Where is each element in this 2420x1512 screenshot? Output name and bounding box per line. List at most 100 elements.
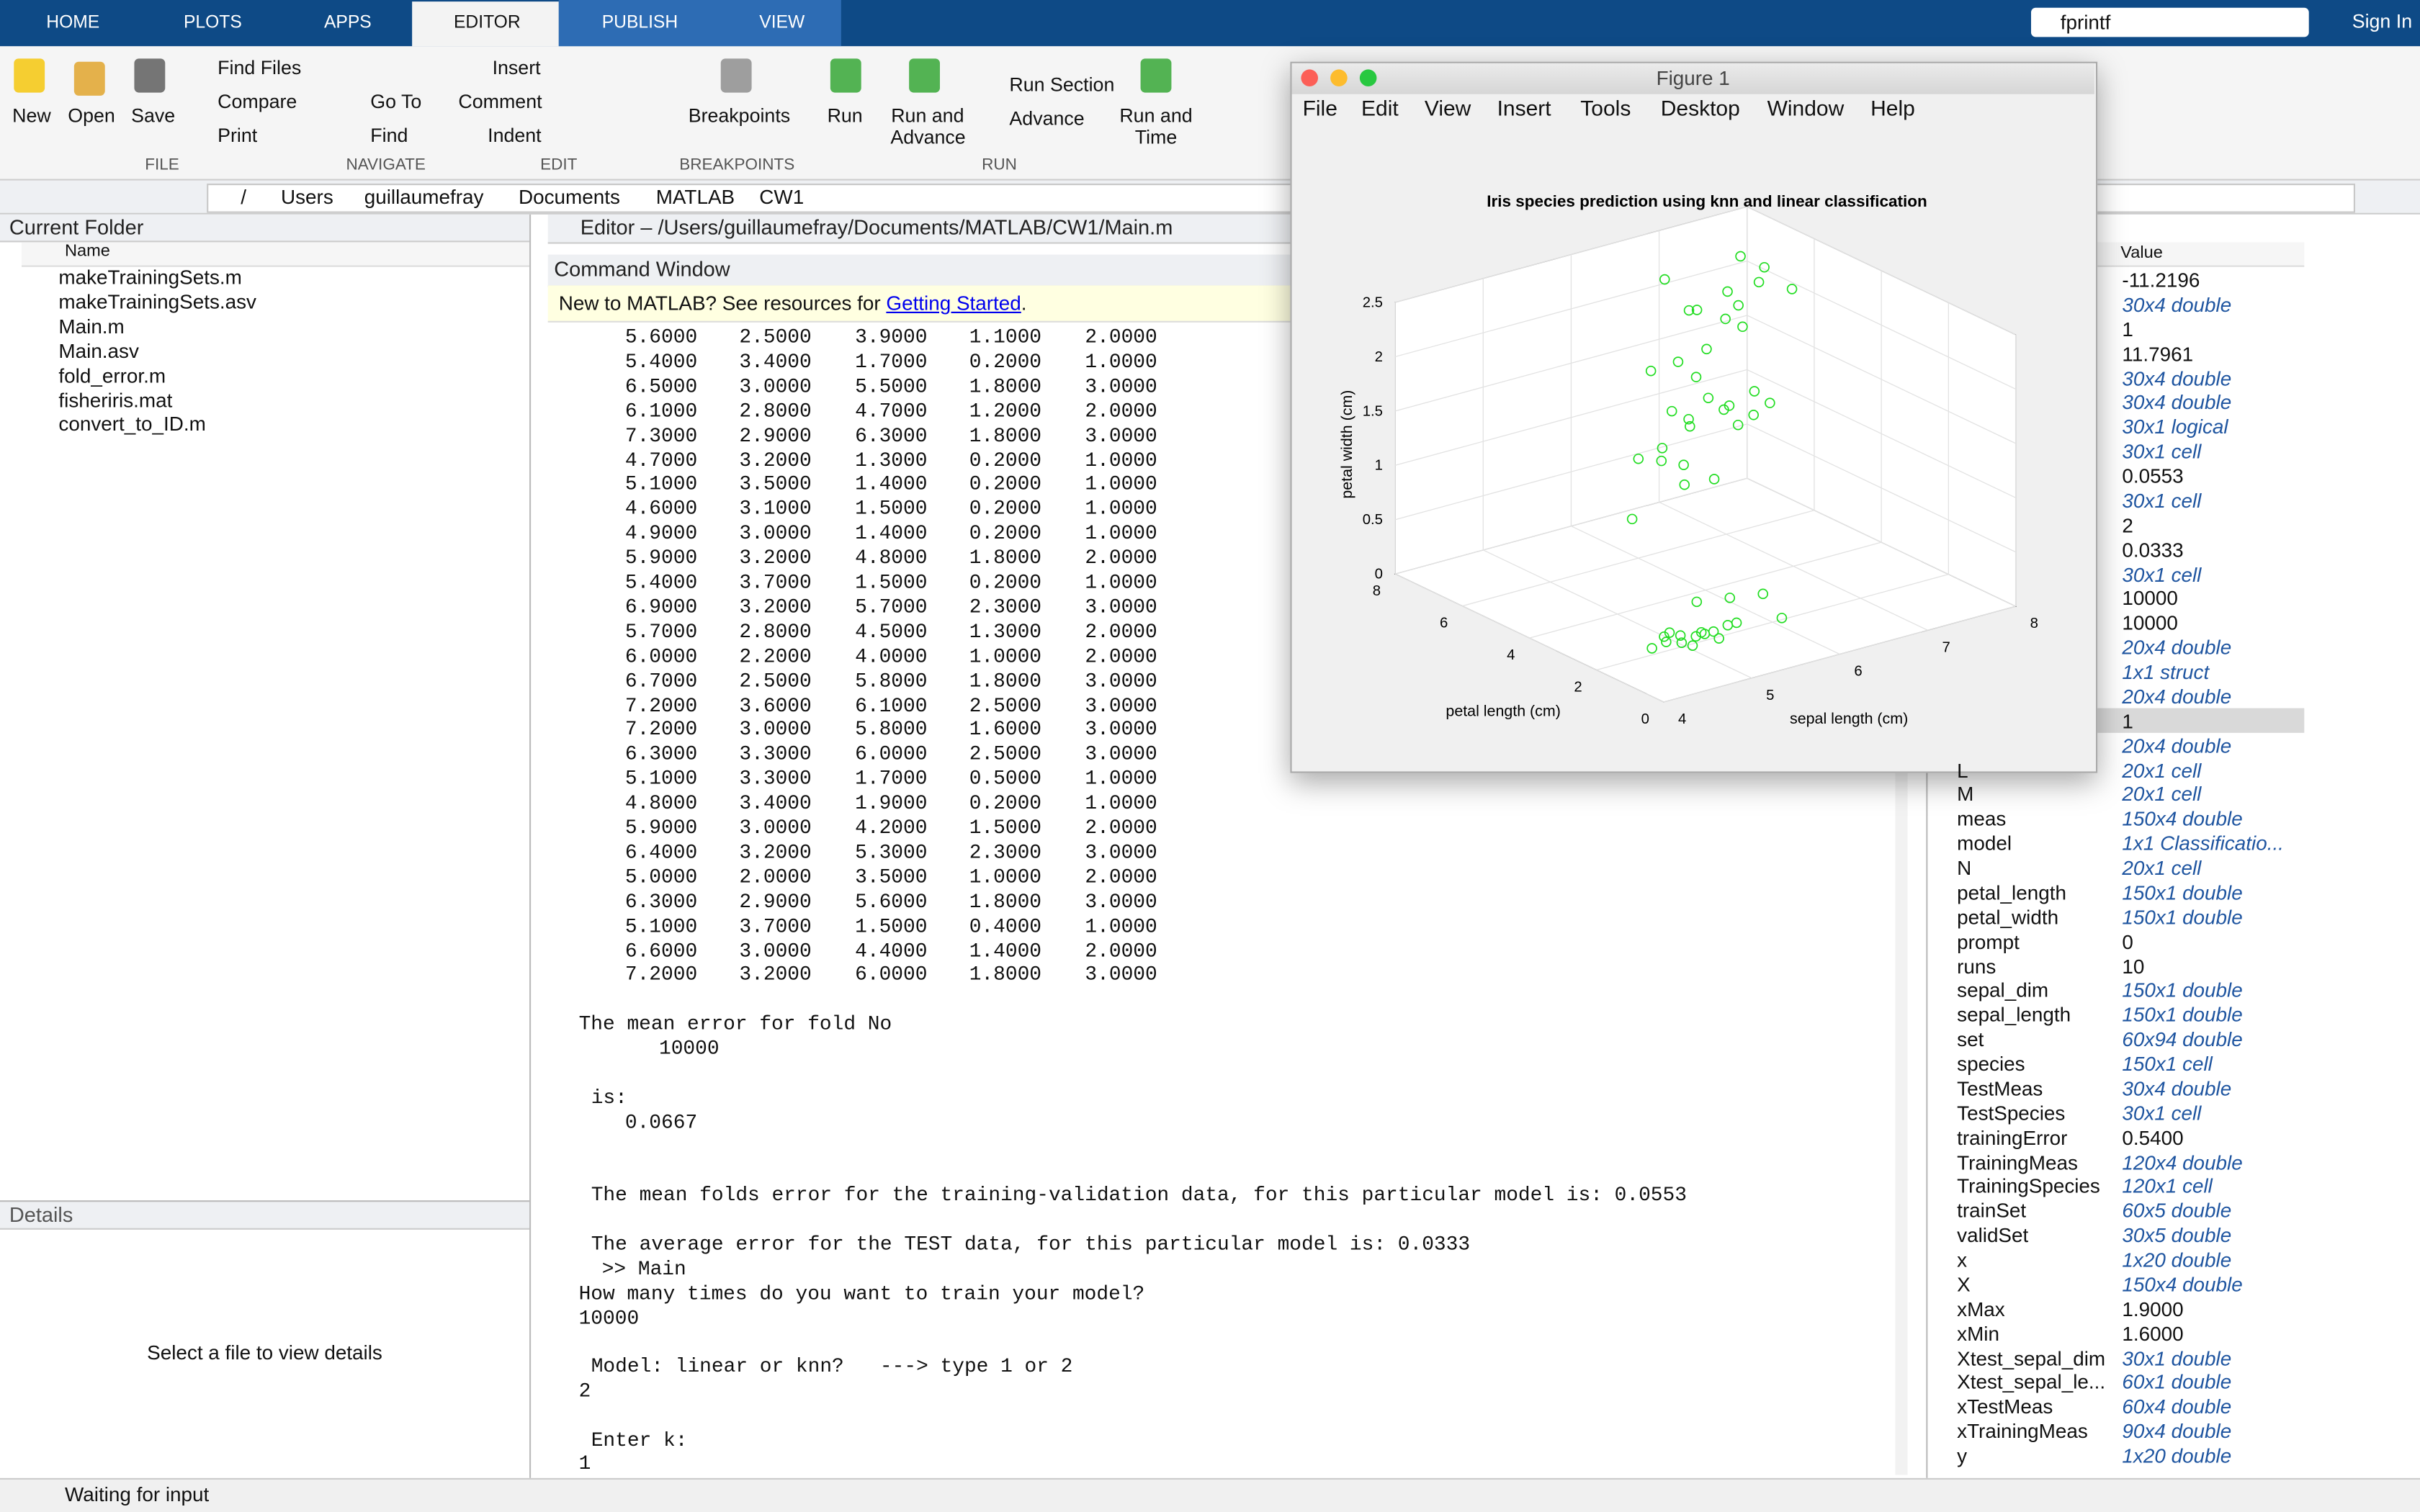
variable-name[interactable]: prompt [1957, 930, 2020, 953]
toolbar-button[interactable]: Find [370, 125, 408, 147]
tab[interactable]: HOME [46, 14, 100, 32]
toolbar-button[interactable]: Print [218, 125, 258, 147]
matrix-cell: 6.9000 [624, 595, 698, 619]
variable-name[interactable]: TrainingMeas [1957, 1150, 2078, 1174]
variable-name[interactable]: validSet [1957, 1223, 2029, 1247]
variable-name[interactable]: L [1957, 758, 1968, 782]
file-item[interactable]: Main.asv [58, 338, 139, 362]
menu-item[interactable]: Edit [1361, 95, 1399, 121]
variable-name[interactable]: sepal_length [1957, 1003, 2071, 1027]
file-item[interactable]: makeTrainingSets.asv [58, 289, 257, 313]
menu-item[interactable]: Insert [1497, 95, 1551, 121]
file-item[interactable]: convert_to_ID.m [58, 412, 206, 436]
variable-name[interactable]: set [1957, 1027, 1984, 1051]
variable-name[interactable]: xTrainingMeas [1957, 1419, 2088, 1443]
variable-name[interactable]: xTestMeas [1957, 1395, 2053, 1418]
variable-name[interactable]: X [1957, 1272, 1971, 1296]
tab[interactable]: EDITOR [454, 14, 521, 32]
command-input[interactable]: 1 [578, 1452, 591, 1475]
variable-name[interactable]: meas [1957, 807, 2007, 831]
variable-name[interactable]: trainingError [1957, 1125, 2068, 1149]
toolbar-button[interactable]: Run and Advance [890, 104, 966, 148]
menu-item[interactable]: Tools [1580, 95, 1631, 121]
file-item[interactable]: fisheriris.mat [58, 387, 173, 412]
matrix-cell: 2.0000 [1085, 644, 1157, 668]
toolbar-button[interactable]: Breakpoints [688, 104, 791, 127]
toolbar-button[interactable]: New [12, 104, 51, 127]
banner-link[interactable]: Getting Started [886, 292, 1021, 315]
variable-name[interactable]: xMax [1957, 1297, 2005, 1320]
y-tick-label: 8 [1373, 583, 1381, 599]
toolbar-icon[interactable] [1140, 58, 1172, 93]
menu-item[interactable]: File [1302, 95, 1337, 121]
tab[interactable]: PLOTS [183, 14, 242, 32]
tab[interactable]: PUBLISH [601, 14, 678, 32]
x-tick-label: 5 [1766, 688, 1774, 703]
menu-item[interactable]: Help [1870, 95, 1915, 121]
matrix-cell: 1.4000 [969, 938, 1042, 963]
toolbar-icon[interactable] [134, 58, 166, 93]
variable-value: 1 [2122, 317, 2133, 341]
variable-name[interactable]: species [1957, 1052, 2025, 1076]
tab[interactable]: APPS [324, 14, 372, 32]
path-segment[interactable]: Users [281, 185, 333, 209]
toolbar-icon[interactable] [909, 58, 940, 93]
toolbar-button[interactable]: Run and Time [1119, 104, 1193, 148]
variable-name[interactable]: y [1957, 1444, 1968, 1467]
variable-value: 150x1 double [2122, 978, 2243, 1002]
toolbar-button[interactable]: Run Section [1009, 73, 1115, 96]
data-point [1675, 630, 1686, 641]
matrix-cell: 1.8000 [969, 669, 1042, 693]
variable-name[interactable]: runs [1957, 954, 1996, 978]
variable-name[interactable]: M [1957, 783, 1974, 806]
path-segment[interactable]: CW1 [759, 185, 805, 209]
path-segment[interactable]: / [241, 185, 247, 209]
toolbar-button[interactable]: Advance [1009, 108, 1085, 130]
menu-item[interactable]: View [1424, 95, 1471, 121]
search-box[interactable] [2031, 7, 2309, 37]
search-text[interactable]: fprintf [2060, 11, 2111, 35]
variable-name[interactable]: TestSpecies [1957, 1101, 2066, 1125]
variable-name[interactable]: trainSet [1957, 1199, 2027, 1223]
zoom-button[interactable] [1359, 69, 1377, 86]
toolbar-button[interactable]: Run [827, 104, 863, 127]
toolbar-button[interactable]: Comment [458, 91, 542, 113]
toolbar-button[interactable]: Save [131, 104, 176, 127]
close-button[interactable] [1301, 69, 1318, 86]
toolbar-button[interactable]: Compare [218, 91, 297, 113]
minimize-button[interactable] [1330, 69, 1348, 86]
file-item[interactable]: fold_error.m [58, 363, 166, 387]
variable-name[interactable]: TrainingSpecies [1957, 1174, 2100, 1198]
toolbar-button[interactable]: Find Files [218, 57, 302, 79]
variable-name[interactable]: x [1957, 1248, 1968, 1272]
menu-item[interactable]: Desktop [1660, 95, 1740, 121]
toolbar-icon[interactable] [73, 61, 105, 96]
variable-name[interactable]: model [1957, 832, 2012, 855]
sign-in[interactable]: Sign In [2352, 11, 2413, 32]
menu-item[interactable]: Window [1767, 95, 1845, 121]
data-point [1645, 365, 1657, 377]
toolbar-button[interactable]: Open [68, 104, 115, 127]
variable-name[interactable]: petal_length [1957, 881, 2066, 904]
file-item[interactable]: makeTrainingSets.m [58, 265, 242, 289]
toolbar-icon[interactable] [720, 58, 752, 93]
variable-name[interactable]: xMin [1957, 1321, 1999, 1345]
toolbar-button[interactable]: Go To [370, 91, 422, 113]
file-item[interactable]: Main.m [58, 314, 125, 338]
variable-name[interactable]: sepal_dim [1957, 978, 2049, 1002]
toolbar-icon[interactable] [14, 58, 45, 93]
toolbar-button[interactable]: Insert [492, 57, 541, 79]
path-segment[interactable]: guillaumefray [364, 185, 484, 209]
variable-name[interactable]: Xtest_sepal_le... [1957, 1370, 2106, 1394]
toolbar-icon[interactable] [830, 58, 861, 93]
path-segment[interactable]: Documents [519, 185, 620, 209]
section-label: FILE [145, 156, 179, 175]
toolbar-button[interactable]: Indent [488, 125, 542, 147]
tab[interactable]: VIEW [759, 14, 805, 32]
variable-name[interactable]: N [1957, 856, 1972, 880]
variable-name[interactable]: petal_width [1957, 905, 2059, 929]
path-segment[interactable]: MATLAB [655, 185, 735, 209]
variable-name[interactable]: Xtest_sepal_dim [1957, 1346, 2106, 1369]
variable-name[interactable]: TestMeas [1957, 1076, 2043, 1100]
